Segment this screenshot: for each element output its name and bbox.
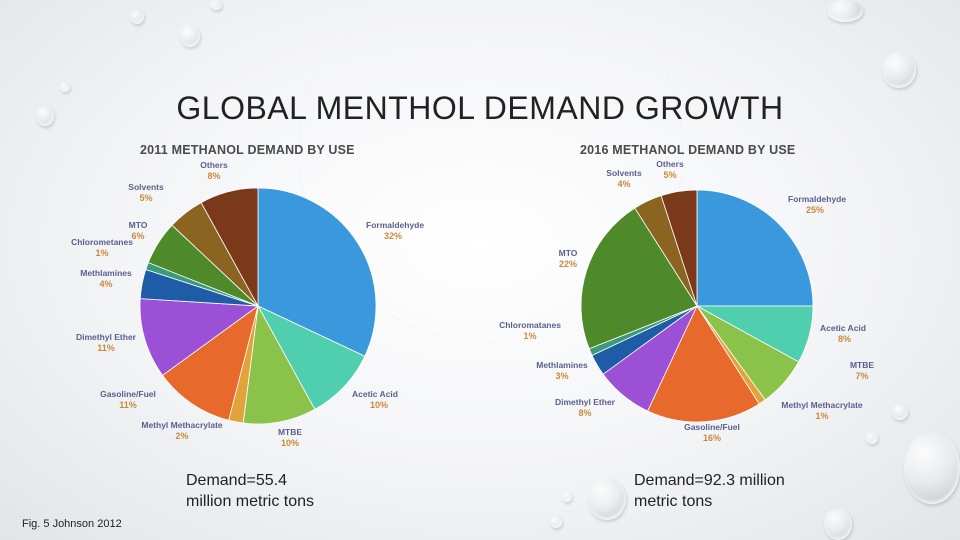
slice-label-mtbe: MTBE: [850, 360, 874, 370]
slice-value-mto: 6%: [131, 231, 144, 241]
slice-value-dimethyl-ether: 8%: [578, 408, 591, 418]
slice-value-formaldehyde: 25%: [806, 205, 824, 215]
slice-value-gasoline-fuel: 16%: [703, 433, 721, 443]
pie-0: [139, 187, 377, 425]
slice-label-mto: MTO: [559, 248, 578, 258]
pie-slice-others: [200, 187, 259, 307]
demand-caption-2016-line1: Demand=92.3 million: [634, 472, 785, 489]
slice-label-solvents: Solvents: [128, 182, 164, 192]
water-droplet: [904, 432, 960, 504]
pie-1: [580, 189, 814, 423]
water-droplet: [562, 492, 572, 502]
slice-value-dimethyl-ether: 11%: [97, 343, 115, 353]
slice-label-methlamines: Methlamines: [80, 268, 132, 278]
slice-value-acetic-acid: 10%: [370, 400, 388, 410]
water-droplet: [882, 52, 916, 88]
slice-label-dimethyl-ether: Dimethyl Ether: [76, 332, 137, 342]
demand-caption-2011-line2: million metric tons: [186, 493, 315, 510]
slice-value-others: 8%: [207, 171, 220, 181]
slice-value-mtbe: 10%: [281, 438, 299, 448]
water-droplet: [866, 432, 878, 444]
water-droplet: [824, 508, 852, 540]
slice-label-solvents: Solvents: [606, 168, 642, 178]
pie-slice-acetic-acid: [257, 305, 366, 410]
demand-caption-2016-line2: metric tons: [634, 493, 713, 510]
water-droplet: [550, 516, 562, 528]
slice-label-acetic-acid: Acetic Acid: [820, 323, 866, 333]
water-droplet: [36, 106, 54, 126]
water-droplet: [180, 25, 200, 47]
slice-value-methyl-methacrylate: 2%: [175, 431, 188, 441]
pie-slice-formaldehyde: [696, 189, 814, 307]
water-droplet: [210, 0, 222, 10]
pie-slice-formaldehyde: [257, 187, 377, 357]
water-droplet: [892, 404, 908, 420]
slice-label-formaldehyde: Formaldehyde: [366, 220, 424, 230]
slice-value-chlorometanes: 1%: [95, 248, 108, 258]
slice-label-methyl-methacrylate: Methyl Methacrylate: [781, 400, 863, 410]
slice-value-mtbe: 7%: [855, 371, 868, 381]
slice-label-others: Others: [656, 159, 684, 169]
slice-value-acetic-acid: 8%: [838, 334, 851, 344]
water-droplet: [588, 478, 626, 520]
slice-label-methyl-methacrylate: Methyl Methacrylate: [141, 420, 223, 430]
slice-value-mto: 22%: [559, 259, 577, 269]
slice-label-others: Others: [200, 160, 228, 170]
demand-caption-2016: Demand=92.3 million metric tons: [634, 470, 785, 512]
slice-value-formaldehyde: 32%: [384, 231, 402, 241]
figure-footnote: Fig. 5 Johnson 2012: [22, 518, 122, 530]
pie-slice-mtbe: [242, 304, 316, 425]
slice-value-chloromatanes: 1%: [523, 331, 536, 341]
slice-value-methlamines: 4%: [99, 279, 112, 289]
slice-value-gasoline-fuel: 11%: [119, 400, 137, 410]
slide-title: GLOBAL MENTHOL DEMAND GROWTH: [176, 90, 784, 126]
pie-slice-dimethyl-ether: [139, 298, 260, 376]
slice-label-acetic-acid: Acetic Acid: [352, 389, 398, 399]
chart-title-2011: 2011 METHANOL DEMAND BY USE: [140, 143, 355, 157]
slice-value-methlamines: 3%: [555, 371, 568, 381]
slice-label-mtbe: MTBE: [278, 427, 302, 437]
water-droplet: [130, 10, 144, 24]
slice-label-chlorometanes: Chlorometanes: [71, 237, 133, 247]
slice-label-formaldehyde: Formaldehyde: [788, 194, 846, 204]
slice-value-others: 5%: [663, 170, 676, 180]
water-droplet: [60, 82, 70, 92]
chart-title-2016: 2016 METHANOL DEMAND BY USE: [580, 143, 796, 157]
pie-slice-mto: [580, 207, 698, 350]
slice-label-mto: MTO: [129, 220, 148, 230]
slice-value-methyl-methacrylate: 1%: [815, 411, 828, 421]
slice-value-solvents: 5%: [139, 193, 152, 203]
slice-value-solvents: 4%: [617, 179, 630, 189]
pie-slice-gasoline-fuel: [647, 305, 760, 423]
demand-caption-2011-line1: Demand=55.4: [186, 472, 287, 489]
pie-slice-gasoline-fuel: [161, 305, 259, 421]
slice-label-gasoline-fuel: Gasoline/Fuel: [100, 389, 156, 399]
water-droplet: [827, 0, 863, 22]
pie-slice-others: [660, 189, 698, 307]
slice-label-gasoline-fuel: Gasoline/Fuel: [684, 422, 740, 432]
demand-caption-2011: Demand=55.4 million metric tons: [186, 470, 314, 512]
slice-label-dimethyl-ether: Dimethyl Ether: [555, 397, 616, 407]
slice-label-methlamines: Methlamines: [536, 360, 588, 370]
slice-label-chloromatanes: Chloromatanes: [499, 320, 561, 330]
